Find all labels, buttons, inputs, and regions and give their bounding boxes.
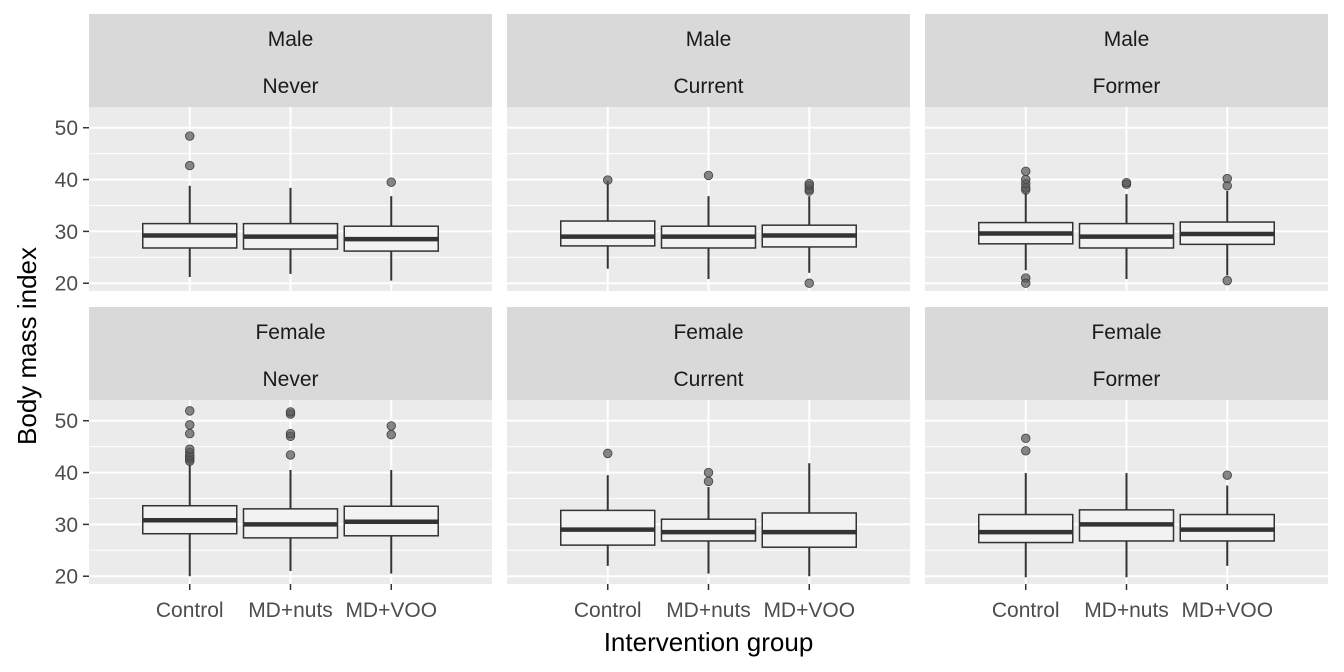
facet-panel-female-former: Female Former Control MD+nuts MD+VOO — [925, 307, 1328, 622]
outlier-point — [1021, 174, 1031, 185]
strip-label-smoking: Former — [1093, 368, 1161, 391]
strip-label-sex: Female — [255, 321, 325, 344]
outlier-point — [1121, 177, 1132, 188]
x-tick-label: MD+VOO — [763, 599, 855, 622]
facet-strip — [925, 14, 1328, 107]
y-tick-label: 40 — [55, 462, 78, 485]
facet-panel-male-never: Male Never 20 30 40 50 — [55, 14, 492, 296]
facet-strip — [507, 14, 910, 107]
y-axis-title: Body mass index — [12, 247, 42, 445]
outlier-point — [386, 177, 396, 187]
outlier-point — [285, 450, 296, 460]
boxplot-control — [978, 166, 1074, 288]
strip-label-smoking: Current — [673, 75, 743, 98]
facet-panel-female-current: Female Current Control MD+nuts MD+VOO — [507, 307, 910, 622]
outlier-point — [1222, 470, 1232, 480]
facet-strip — [925, 307, 1328, 400]
x-tick-label: MD+VOO — [1181, 599, 1273, 622]
boxplot-md-nuts — [1078, 473, 1175, 578]
boxplot-md-nuts — [242, 407, 339, 572]
boxplot-md-voo — [343, 421, 439, 574]
box-iqr — [560, 220, 656, 247]
box-iqr — [978, 513, 1074, 544]
x-axis-title: Intervention group — [604, 627, 814, 657]
facet-strip — [507, 307, 910, 400]
facet-panel-male-former: Male Former — [925, 14, 1328, 291]
facet-strip — [89, 14, 492, 107]
outlier-point — [603, 175, 613, 185]
strip-label-sex: Male — [268, 28, 314, 51]
boxplot-md-voo — [1179, 470, 1275, 566]
y-tick-label: 50 — [55, 117, 78, 140]
outlier-point — [1222, 275, 1232, 286]
outlier-point — [703, 467, 714, 478]
outlier-point — [804, 179, 814, 189]
facet-panel-female-never: Female Never 20 30 40 50 Control MD+nuts MD+VOO — [55, 307, 492, 622]
boxplot-md-nuts — [660, 467, 757, 574]
outlier-point — [185, 428, 195, 439]
facet-strip — [89, 307, 492, 400]
x-tick-label: MD+nuts — [248, 599, 333, 622]
x-tick-label: MD+VOO — [345, 599, 437, 622]
x-tick-label: Control — [992, 599, 1060, 622]
boxplot-md-nuts — [660, 170, 757, 280]
boxplot-control — [560, 448, 656, 566]
x-tick-label: MD+nuts — [1084, 599, 1169, 622]
outlier-point — [603, 448, 613, 459]
facet-panel-male-current: Male Current — [507, 14, 910, 291]
outlier-point — [703, 170, 714, 181]
outlier-point — [1222, 173, 1232, 184]
outlier-point — [386, 421, 396, 431]
outlier-point — [1021, 278, 1031, 288]
outlier-point — [185, 406, 195, 416]
outlier-point — [185, 160, 195, 171]
outlier-point — [1021, 433, 1031, 444]
outlier-point — [703, 476, 714, 487]
boxplot-md-voo — [1179, 173, 1275, 286]
outlier-point — [185, 444, 195, 454]
strip-label-sex: Female — [673, 321, 743, 344]
boxplot-md-nuts — [242, 187, 339, 274]
outlier-point — [804, 278, 814, 288]
y-tick-label: 40 — [55, 169, 78, 192]
boxplot-md-voo — [761, 463, 857, 577]
x-tick-label: Control — [574, 599, 642, 622]
outlier-point — [185, 131, 195, 141]
x-tick-label: Control — [156, 599, 224, 622]
y-tick-label: 50 — [55, 410, 78, 433]
outlier-point — [386, 430, 396, 440]
x-tick-label: MD+nuts — [666, 599, 751, 622]
strip-label-smoking: Current — [673, 368, 743, 391]
strip-label-sex: Male — [1104, 28, 1150, 51]
y-tick-label: 30 — [55, 514, 78, 537]
outlier-point — [1021, 446, 1031, 456]
strip-label-sex: Female — [1091, 321, 1161, 344]
strip-label-smoking: Never — [262, 75, 318, 98]
boxplot-md-voo — [343, 177, 439, 281]
boxplot-control — [560, 175, 656, 269]
boxplot-md-voo — [761, 179, 857, 288]
y-tick-label: 30 — [55, 221, 78, 244]
strip-label-smoking: Never — [262, 368, 318, 391]
y-tick-label: 20 — [55, 566, 78, 589]
boxplot-control — [142, 131, 238, 278]
strip-label-sex: Male — [686, 28, 732, 51]
outlier-point — [185, 420, 195, 430]
boxplot-control — [142, 406, 238, 577]
outlier-point — [285, 428, 296, 439]
y-tick-label: 20 — [55, 273, 78, 296]
boxplot-md-nuts — [1078, 177, 1175, 280]
outlier-point — [1021, 166, 1031, 176]
strip-label-smoking: Former — [1093, 75, 1161, 98]
boxplot-control — [978, 433, 1074, 578]
outlier-point — [285, 407, 296, 417]
